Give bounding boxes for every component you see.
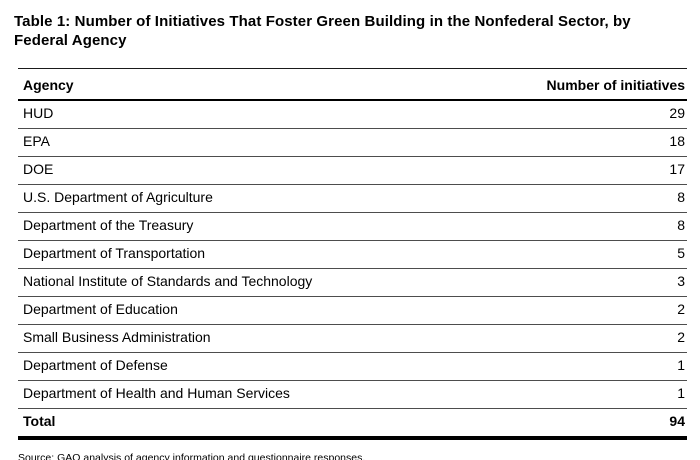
agency-cell: DOE — [18, 156, 517, 185]
header-row: Agency Number of initiatives — [18, 68, 687, 101]
count-cell: 3 — [517, 268, 687, 297]
agency-cell: National Institute of Standards and Tech… — [18, 268, 517, 297]
table-body: HUD 29 EPA 18 DOE 17 U.S. Department of … — [18, 100, 687, 440]
column-header-agency: Agency — [18, 68, 517, 101]
table-row: Department of Defense 1 — [18, 352, 687, 381]
total-value-cell: 94 — [517, 408, 687, 440]
table-row: DOE 17 — [18, 156, 687, 185]
agency-cell: Department of Defense — [18, 352, 517, 381]
agency-cell: EPA — [18, 128, 517, 157]
agency-cell: HUD — [18, 100, 517, 129]
table-row: Small Business Administration 2 — [18, 324, 687, 353]
column-header-count: Number of initiatives — [517, 68, 687, 101]
count-cell: 1 — [517, 380, 687, 409]
count-cell: 2 — [517, 324, 687, 353]
table-row: U.S. Department of Agriculture 8 — [18, 184, 687, 213]
count-cell: 29 — [517, 100, 687, 129]
table-row: Department of Education 2 — [18, 296, 687, 325]
count-cell: 2 — [517, 296, 687, 325]
agency-cell: Department of Education — [18, 296, 517, 325]
agency-cell: Small Business Administration — [18, 324, 517, 353]
count-cell: 8 — [517, 212, 687, 241]
agency-table: Agency Number of initiatives HUD 29 EPA … — [18, 68, 687, 440]
table-row: Department of the Treasury 8 — [18, 212, 687, 241]
agency-cell: Department of the Treasury — [18, 212, 517, 241]
table-title: Table 1: Number of Initiatives That Fost… — [14, 13, 631, 49]
agency-cell: U.S. Department of Agriculture — [18, 184, 517, 213]
table-row: EPA 18 — [18, 128, 687, 157]
total-label-cell: Total — [18, 408, 517, 440]
total-row: Total 94 — [18, 408, 687, 440]
count-cell: 1 — [517, 352, 687, 381]
table-row: National Institute of Standards and Tech… — [18, 268, 687, 297]
table-row: Department of Transportation 5 — [18, 240, 687, 269]
table-row: Department of Health and Human Services … — [18, 380, 687, 409]
table-row: HUD 29 — [18, 100, 687, 129]
count-cell: 18 — [517, 128, 687, 157]
count-cell: 8 — [517, 184, 687, 213]
count-cell: 17 — [517, 156, 687, 185]
agency-cell: Department of Health and Human Services — [18, 380, 517, 409]
source-note: Source: GAO analysis of agency informati… — [18, 452, 366, 460]
table-header: Agency Number of initiatives — [18, 68, 687, 101]
count-cell: 5 — [517, 240, 687, 269]
agency-cell: Department of Transportation — [18, 240, 517, 269]
